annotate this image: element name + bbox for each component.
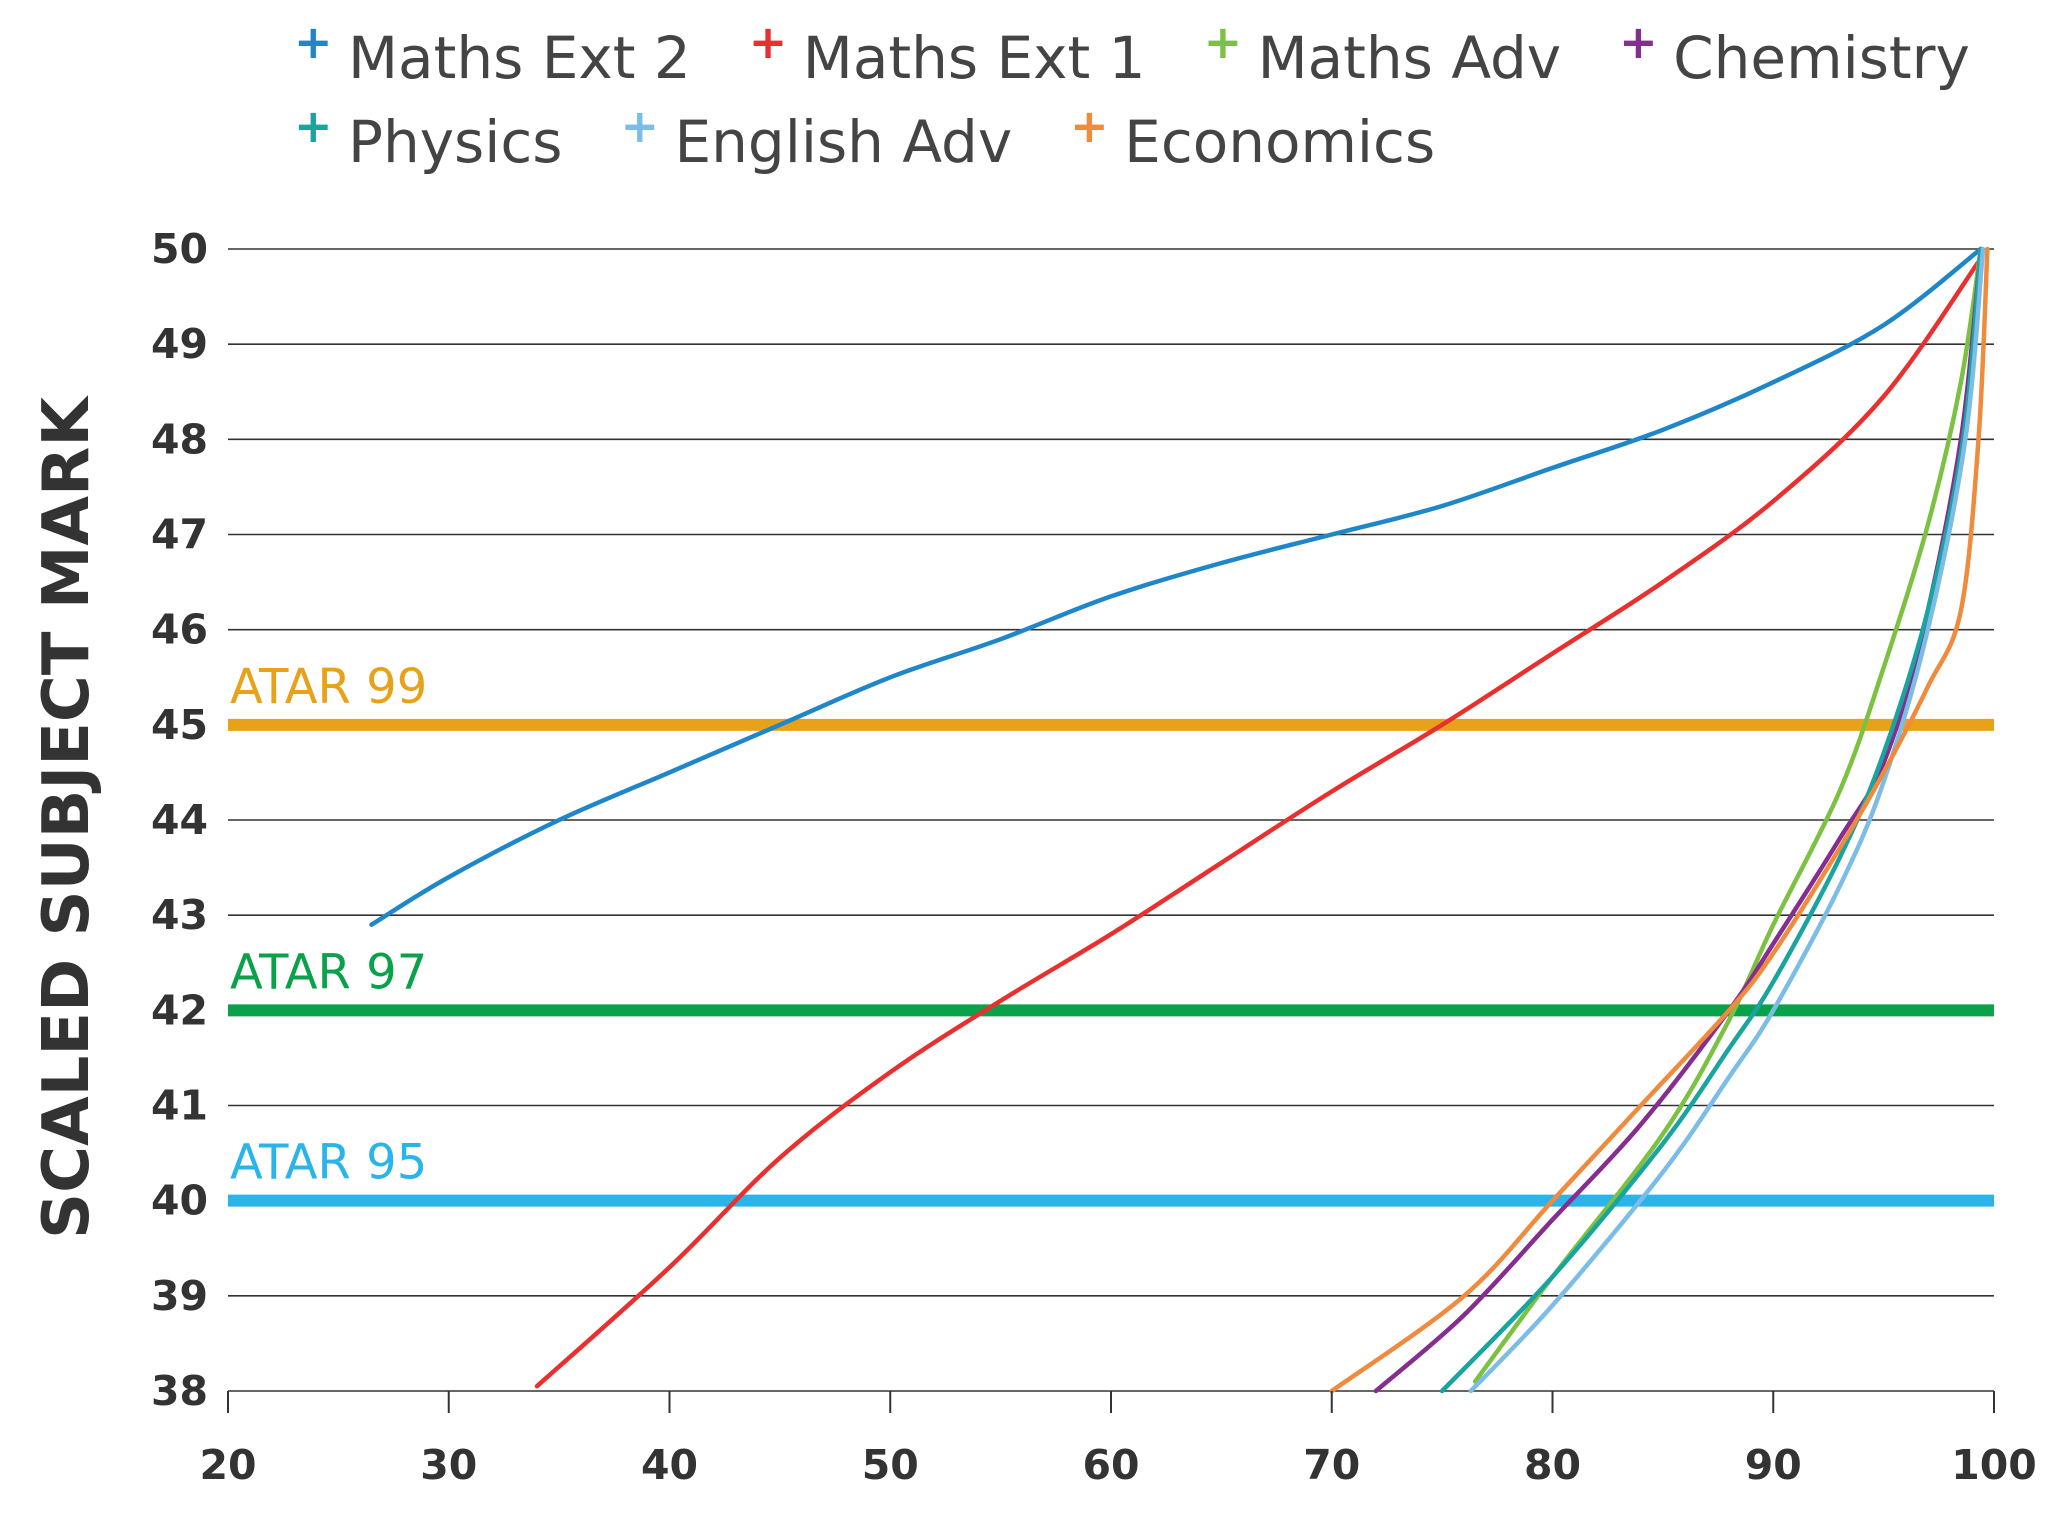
y-tick-label: 42: [151, 986, 208, 1034]
series-line-physics: [1439, 246, 1984, 1394]
legend: + Maths Ext 2 + Maths Ext 1 + Maths Adv + Chemi…: [294, 15, 1970, 176]
reference-line-label: ATAR 97: [230, 944, 427, 1000]
x-tick-label: 50: [862, 1441, 919, 1489]
legend-item-maths-ext-2: + Maths Ext 2: [294, 15, 691, 92]
reference-lines: ATAR 99 ATAR 97 ATAR 95: [228, 659, 1994, 1207]
y-tick-label: 50: [151, 225, 208, 273]
legend-marker-maths-ext-1: +: [749, 15, 788, 69]
legend-item-economics: + Economics: [1070, 99, 1435, 176]
axes: 38 39 40 41 42 43 44 45 46 47 48 49 50 20 30 40 50 60 70 80…: [151, 225, 2037, 1489]
y-tick-label: 44: [151, 796, 208, 844]
legend-marker-english-adv: +: [621, 99, 660, 153]
y-tick-label: 43: [151, 891, 208, 939]
y-axis-title: SCALED SUBJECT MARK: [30, 395, 104, 1239]
legend-marker-maths-ext-2: +: [294, 15, 333, 69]
y-tick-label: 39: [151, 1272, 208, 1320]
x-tick-label: 70: [1303, 1441, 1360, 1489]
x-tick-label: 30: [420, 1441, 477, 1489]
legend-label: Maths Ext 2: [348, 24, 691, 92]
x-tick-label: 90: [1745, 1441, 1802, 1489]
y-tick-label: 49: [151, 320, 208, 368]
legend-label: Physics: [348, 108, 563, 176]
series-lines: [369, 246, 1990, 1394]
x-tick-label: 40: [641, 1441, 698, 1489]
y-tick-label: 47: [151, 511, 208, 559]
legend-item-physics: + Physics: [294, 99, 563, 176]
y-tick-label: 48: [151, 415, 208, 463]
legend-item-english-adv: + English Adv: [621, 99, 1013, 176]
x-tick-label: 80: [1524, 1441, 1581, 1489]
y-tick-label: 40: [151, 1177, 208, 1225]
legend-label: Economics: [1124, 108, 1435, 176]
legend-label: Chemistry: [1673, 24, 1970, 92]
legend-item-maths-adv: + Maths Adv: [1204, 15, 1562, 92]
series-line-maths-ext-2: [369, 246, 1984, 927]
series-line-economics: [1329, 246, 1990, 1394]
legend-label: Maths Adv: [1258, 24, 1562, 92]
series-line-maths-adv: [1472, 246, 1984, 1384]
y-tick-label: 41: [151, 1082, 208, 1130]
series-line-english-adv: [1468, 246, 1986, 1394]
x-tick-label: 20: [199, 1441, 256, 1489]
legend-marker-economics: +: [1070, 99, 1109, 153]
x-tick-label: 60: [1082, 1441, 1139, 1489]
series-line-maths-ext-1: [534, 256, 1984, 1389]
legend-marker-physics: +: [294, 99, 333, 153]
x-tick-label: 100: [1951, 1441, 2037, 1489]
legend-item-chemistry: + Chemistry: [1619, 15, 1970, 92]
legend-item-maths-ext-1: + Maths Ext 1: [749, 15, 1146, 92]
y-tick-label: 45: [151, 701, 208, 749]
grid: [228, 248, 1994, 1392]
y-tick-label: 46: [151, 606, 208, 654]
reference-line-label: ATAR 99: [230, 659, 427, 715]
legend-label: English Adv: [675, 108, 1013, 176]
legend-marker-chemistry: +: [1619, 15, 1658, 69]
reference-line-label: ATAR 95: [230, 1135, 427, 1191]
y-tick-label: 38: [151, 1367, 208, 1415]
legend-label: Maths Ext 1: [803, 24, 1146, 92]
legend-marker-maths-adv: +: [1204, 15, 1243, 69]
